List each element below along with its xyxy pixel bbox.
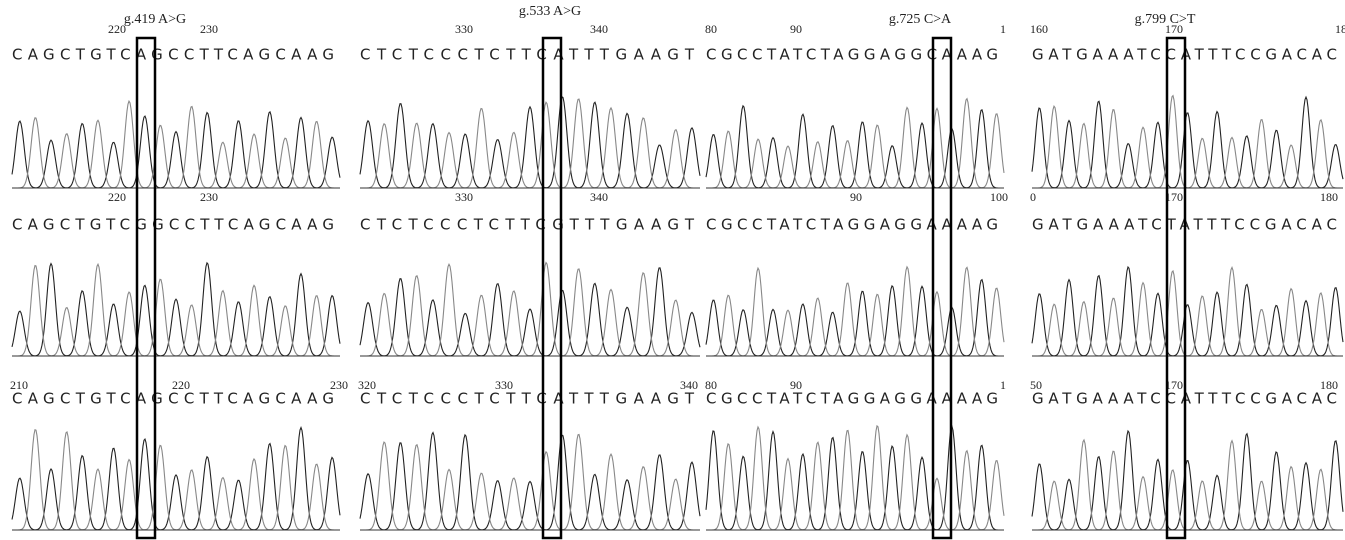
base-sequence: CGCCTATCTAGGAGGAAAAG: [706, 216, 998, 234]
panel-title: g.419 A>G: [124, 12, 186, 27]
position-label: 340: [590, 190, 608, 204]
position-label: 230: [200, 190, 218, 204]
panel-title: g.533 A>G: [519, 4, 581, 19]
position-label: 1: [1000, 378, 1006, 392]
trace: [1032, 438, 1343, 531]
base-sequence: CGCCTATCTAGGAGGCAAAG: [706, 46, 998, 64]
position-label: 340: [680, 378, 698, 392]
panel-title: g.799 C>T: [1135, 12, 1196, 27]
trace: [1032, 266, 1343, 357]
trace: [1031, 265, 1344, 357]
position-label: 170: [1165, 378, 1183, 392]
position-label: 1: [1000, 22, 1006, 36]
position-label: 80: [705, 378, 717, 392]
trace: [359, 96, 701, 189]
base-sequence: CAGCTGTCAGCCTTCAGCAAG: [12, 46, 334, 64]
position-label: 50: [1030, 378, 1042, 392]
position-label: 230: [200, 22, 218, 36]
trace: [360, 98, 700, 189]
trace: [705, 104, 1004, 189]
position-label: 220: [172, 378, 190, 392]
variant-box: [931, 36, 953, 540]
trace: [706, 424, 1005, 531]
position-label: 180: [1320, 190, 1338, 204]
base-sequence: CAGCTGTCAGCCTTCAGCAAG: [12, 390, 334, 408]
position-label: 340: [590, 22, 608, 36]
trace: [12, 262, 340, 357]
position-label: 90: [850, 190, 862, 204]
variant-box: [1165, 36, 1187, 540]
position-label: 90: [790, 22, 802, 36]
trace: [12, 99, 340, 189]
variant-box: [541, 36, 563, 540]
panel-title: g.725 C>A: [889, 12, 952, 27]
position-label: 220: [108, 22, 126, 36]
position-label: 0: [1030, 190, 1036, 204]
base-sequence: CTCTCCCTCTTCGTTTGAAGT: [360, 216, 695, 234]
trace: [706, 97, 1005, 189]
base-sequence: CTCTCCCTCTTCATTTGAAGT: [360, 46, 695, 64]
trace: [705, 278, 1004, 357]
trace: [359, 267, 701, 357]
position-label: 180: [1320, 378, 1338, 392]
position-label: 330: [455, 190, 473, 204]
position-label: 80: [705, 22, 717, 36]
position-label: 90: [790, 378, 802, 392]
trace: [359, 431, 701, 531]
trace: [1031, 429, 1344, 531]
position-label: 210: [10, 378, 28, 392]
position-label: 100: [990, 190, 1008, 204]
position-label: 170: [1165, 190, 1183, 204]
trace: [1031, 95, 1344, 189]
base-sequence: CAGCTGTCGGCCTTCAGCAAG: [12, 216, 334, 234]
position-label: 330: [495, 378, 513, 392]
base-sequence: CGCCTATCTAGGAGGAAAAG: [706, 390, 998, 408]
position-label: 230: [330, 378, 348, 392]
trace: [1032, 94, 1343, 189]
variant-box: [135, 36, 157, 540]
trace: [11, 261, 341, 357]
trace: [705, 425, 1004, 531]
position-label: 220: [108, 190, 126, 204]
trace: [11, 110, 341, 189]
base-sequence: CTCTCCCTCTTCATTTGAAGT: [360, 390, 695, 408]
position-label: 170: [1165, 22, 1183, 36]
trace: [706, 265, 1005, 357]
position-label: 160: [1030, 22, 1048, 36]
position-label: 320: [358, 378, 376, 392]
position-label: 330: [455, 22, 473, 36]
trace: [12, 428, 340, 531]
position-label: 18: [1335, 22, 1345, 36]
